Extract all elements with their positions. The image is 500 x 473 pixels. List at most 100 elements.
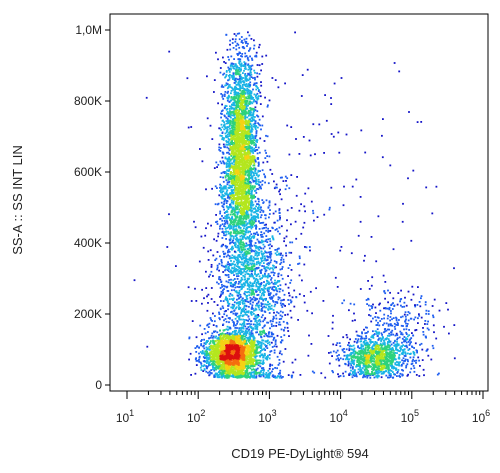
event-dot — [248, 77, 251, 80]
event-dot — [225, 217, 228, 220]
event-dot — [228, 77, 231, 79]
event-dot — [263, 335, 266, 338]
event-dot — [282, 329, 285, 331]
event-dot — [253, 141, 256, 144]
event-dot — [244, 189, 247, 191]
event-dot — [247, 268, 250, 270]
event-dot — [265, 374, 268, 376]
event-dot — [260, 128, 262, 131]
event-dot — [249, 47, 252, 50]
event-dot — [263, 369, 265, 372]
event-dot — [250, 272, 253, 275]
event-dot — [235, 223, 238, 226]
event-dot — [257, 246, 260, 248]
event-dot — [219, 294, 222, 297]
event-dot — [248, 257, 251, 260]
event-dot — [247, 326, 250, 328]
event-dot — [288, 292, 290, 294]
event-dot — [238, 318, 241, 321]
event-dot — [246, 211, 249, 213]
event-dot — [250, 236, 253, 239]
event-dot — [245, 231, 248, 234]
event-dot — [247, 194, 250, 197]
event-dot — [228, 170, 230, 172]
event-dot — [247, 213, 250, 216]
event-dot — [227, 159, 229, 162]
event-dot — [248, 181, 250, 184]
event-dot — [258, 372, 261, 375]
event-dot — [238, 80, 241, 82]
event-dot — [200, 235, 203, 238]
event-dot — [240, 271, 243, 274]
event-dot — [261, 314, 264, 317]
event-dot — [226, 128, 229, 131]
event-dot — [257, 169, 260, 172]
event-dot — [222, 195, 225, 198]
event-dot — [234, 238, 237, 241]
event-dot — [222, 176, 224, 179]
event-dot — [255, 215, 257, 218]
event-dot — [269, 238, 271, 240]
event-dot — [232, 135, 235, 137]
event-dot — [229, 119, 232, 122]
event-dot — [210, 287, 213, 289]
event-dot — [229, 257, 232, 260]
event-dot — [227, 179, 230, 181]
event-dot — [234, 85, 236, 88]
event-dot — [243, 98, 246, 100]
event-dot — [244, 75, 247, 78]
event-dot — [238, 122, 240, 124]
event-dot — [242, 64, 245, 67]
event-dot — [247, 184, 250, 187]
event-dot — [227, 56, 230, 58]
event-dot — [244, 308, 247, 311]
event-dot — [270, 259, 273, 262]
event-dot — [261, 63, 264, 65]
event-dot — [242, 248, 245, 251]
event-dot — [237, 258, 239, 261]
event-dot — [249, 299, 252, 302]
event-dot — [232, 102, 235, 104]
event-dot — [254, 207, 256, 210]
event-dot — [255, 205, 257, 208]
event-dot — [236, 139, 238, 142]
event-dot — [245, 111, 248, 113]
event-dot — [241, 39, 243, 42]
event-dot — [246, 262, 249, 265]
event-dot — [264, 181, 266, 184]
event-dot — [245, 304, 247, 307]
event-dot — [278, 226, 281, 229]
event-dot — [243, 221, 246, 223]
event-dot — [258, 262, 261, 264]
event-dot — [232, 194, 235, 197]
event-dot — [235, 145, 237, 148]
event-dot — [257, 306, 260, 309]
event-dot — [245, 55, 248, 57]
event-dot — [283, 237, 286, 240]
event-dot — [272, 325, 275, 327]
event-dot — [254, 172, 257, 174]
event-dot — [229, 172, 232, 175]
event-dot — [233, 278, 236, 280]
event-dot — [233, 75, 235, 78]
event-dot — [242, 257, 244, 260]
event-dot — [234, 121, 236, 124]
event-dot — [230, 134, 233, 137]
event-dot — [224, 146, 226, 149]
event-dot — [220, 172, 223, 175]
event-dot — [252, 323, 255, 326]
event-dot — [246, 100, 249, 102]
event-dot — [249, 192, 252, 195]
event-dot — [250, 147, 253, 150]
event-dot — [232, 145, 234, 148]
event-dot — [239, 245, 242, 248]
event-dot — [235, 101, 238, 104]
event-dot — [231, 254, 234, 257]
event-dot — [272, 294, 275, 297]
event-dot — [235, 154, 238, 157]
event-dot — [279, 369, 282, 372]
event-dot — [239, 150, 242, 153]
event-dot — [229, 242, 231, 245]
event-dot — [231, 142, 233, 145]
event-dot — [240, 299, 243, 302]
